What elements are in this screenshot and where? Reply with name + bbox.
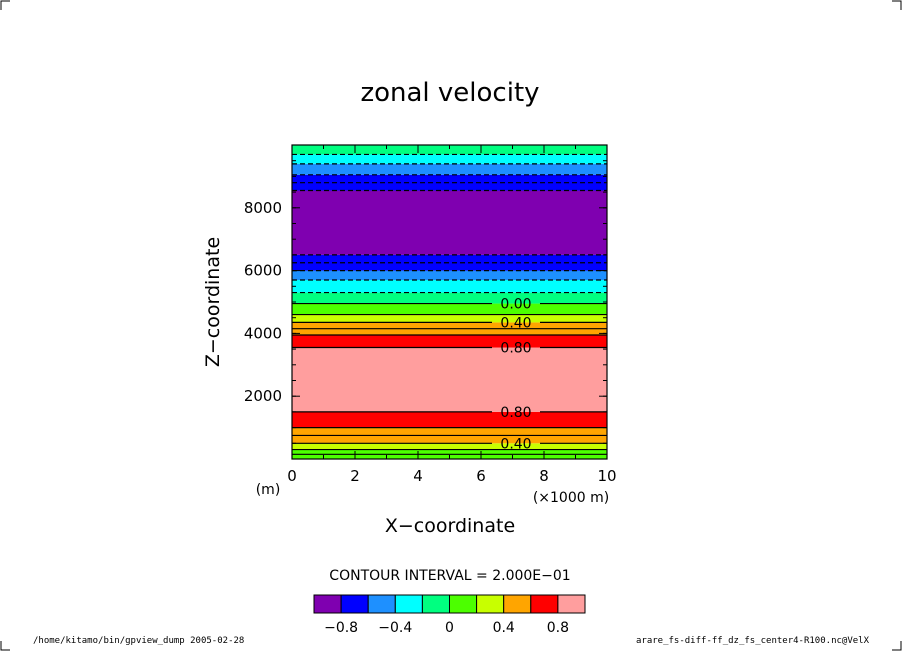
- contour-label-11: 0.00: [500, 297, 531, 313]
- x-tick-label-3: 6: [476, 467, 486, 485]
- contour-band-13: [292, 254, 607, 271]
- colorbar-swatch-3: [394, 594, 423, 614]
- contour-band-8: [292, 314, 607, 323]
- colorbar-tick-label-4: 0.8: [547, 620, 569, 636]
- x-tick-label-1: 2: [350, 467, 360, 485]
- contour-interval-text: CONTOUR INTERVAL = 2.000E−01: [329, 568, 570, 584]
- contour-band-5: [292, 347, 607, 412]
- corner-mark-0: [0, 0, 10, 10]
- contour-band-4: [292, 411, 607, 428]
- corner-mark-1: [892, 0, 902, 10]
- y-tick-label-3: 8000: [244, 199, 282, 217]
- colorbar-swatch-8: [530, 594, 559, 614]
- colorbar-tick-label-1: −0.4: [378, 620, 412, 636]
- chart-title: zonal velocity: [360, 78, 539, 108]
- colorbar-swatch-4: [421, 594, 450, 614]
- colorbar-tick-label-0: −0.8: [324, 620, 358, 636]
- contour-band-12: [292, 270, 607, 281]
- contour-band-11: [292, 280, 607, 293]
- contour-band-15: [292, 174, 607, 191]
- colorbar: −0.8 −0.4 0 0.4 0.8: [313, 594, 586, 636]
- footer-left-text: /home/kitamo/bin/gpview_dump 2005-02-28: [33, 636, 245, 646]
- contour-band-6: [292, 334, 607, 348]
- x-tick-label-5: 10: [597, 467, 616, 485]
- y-axis-unit: (m): [256, 482, 281, 498]
- contour-label-6: 0.80: [500, 341, 531, 357]
- footer-right-text: arare_fs-diff-ff_dz_fs_center4-R100.nc@V…: [636, 636, 869, 646]
- y-tick-label-1: 4000: [244, 324, 282, 342]
- contour-band-16: [292, 163, 607, 175]
- corner-mark-2: [0, 641, 10, 651]
- colorbar-swatch-0: [313, 594, 342, 614]
- contour-label-5: 0.80: [500, 405, 531, 421]
- colorbar-swatch-6: [476, 594, 505, 614]
- contour-band-10: [292, 292, 607, 304]
- colorbar-swatch-1: [340, 594, 369, 614]
- y-tick-label-2: 6000: [244, 262, 282, 280]
- contour-band-9: [292, 303, 607, 315]
- colorbar-swatch-2: [367, 594, 396, 614]
- colorbar-swatch-7: [503, 594, 532, 614]
- colorbar-swatch-9: [557, 594, 586, 614]
- contour-band-14: [292, 190, 607, 255]
- y-tick-label-0: 2000: [244, 387, 282, 405]
- contour-band-1: [292, 449, 607, 455]
- colorbar-tick-label-3: 0.4: [493, 620, 515, 636]
- contour-label-2: 0.40: [500, 436, 531, 452]
- x-tick-label-2: 4: [413, 467, 423, 485]
- plot-area: 0.40 0.80 0.80 0.40 0.00 0 2 4 6 8 10 2000 4000 6000 8…: [244, 144, 617, 485]
- corner-mark-3: [892, 641, 902, 651]
- x-axis-label: X−coordinate: [385, 515, 515, 537]
- contour-band-18: [292, 145, 607, 155]
- contour-band-17: [292, 154, 607, 164]
- x-tick-label-4: 8: [539, 467, 549, 485]
- colorbar-tick-label-2: 0: [445, 620, 454, 636]
- contour-band-2: [292, 443, 607, 450]
- x-axis-unit: (×1000 m): [533, 490, 609, 506]
- y-axis-label: Z−coordinate: [202, 237, 224, 367]
- x-tick-label-0: 0: [287, 467, 297, 485]
- colorbar-swatch-5: [449, 594, 478, 614]
- contour-label-9: 0.40: [500, 315, 531, 331]
